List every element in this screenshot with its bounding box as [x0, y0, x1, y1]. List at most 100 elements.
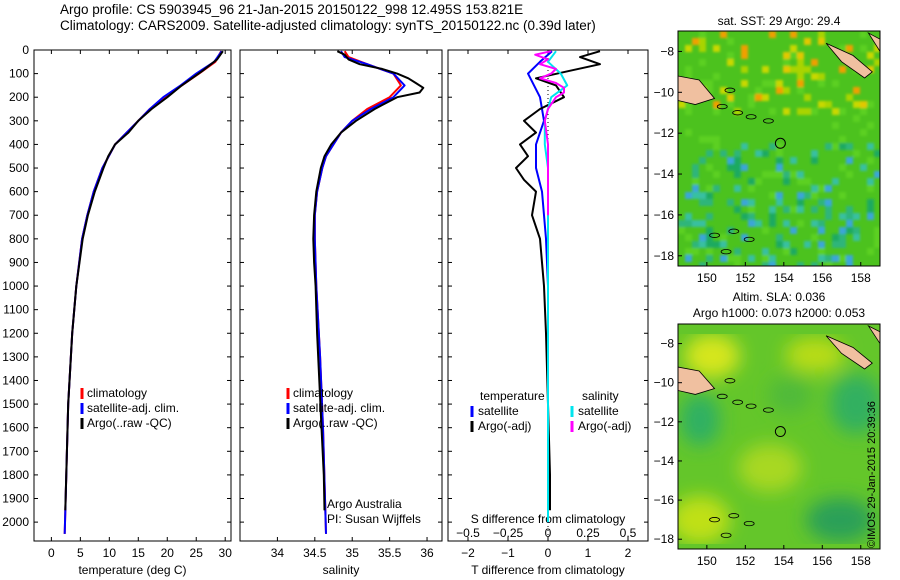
sst-cell — [762, 66, 769, 73]
sst-cell — [783, 52, 790, 59]
sst-cell — [755, 94, 762, 101]
sst-cell — [706, 164, 713, 171]
legend-label: climatology — [293, 386, 353, 400]
profile-panel-2: 34 34.5 35 35.5 36 salinity Argo AustraliaPI: … — [239, 49, 443, 577]
sst-cell — [818, 185, 825, 192]
series-group — [63, 50, 224, 534]
sst-cell — [811, 150, 818, 157]
sst-cell — [846, 143, 853, 150]
sst-cell — [706, 248, 713, 255]
argo-position-marker — [774, 137, 786, 149]
sst-cell — [797, 206, 804, 213]
sst-cell — [762, 80, 769, 87]
sst-cell — [797, 199, 804, 206]
sla-blob — [830, 374, 880, 434]
sst-cell — [860, 101, 867, 108]
sst-cell — [776, 150, 783, 157]
sst-cell — [741, 199, 748, 206]
sst-cell — [762, 94, 769, 101]
sst-cell — [727, 157, 734, 164]
sst-cell — [769, 206, 776, 213]
reef-outline — [716, 104, 728, 110]
series-line-argo-raw-qc--2 — [64, 50, 224, 511]
x2-tick-label: −0.25 — [493, 526, 524, 540]
sst-cell — [825, 185, 832, 192]
y-tick-label: 1000 — [2, 279, 29, 293]
sst-cell — [776, 80, 783, 87]
sst-cell — [734, 108, 741, 115]
panel-annotation: Argo Australia — [327, 497, 402, 511]
sst-cell — [839, 213, 846, 220]
sst-cell — [811, 192, 818, 199]
series-group — [515, 50, 601, 523]
x-tick-label: 1 — [585, 546, 592, 560]
sst-cell — [692, 38, 699, 45]
sst-cell — [804, 94, 811, 101]
sst-cell — [706, 234, 713, 241]
sst-cell — [678, 227, 685, 234]
sst-cell — [867, 206, 874, 213]
y-tick-label: 1100 — [3, 303, 29, 317]
sst-cell — [685, 192, 692, 199]
sst-cell — [783, 87, 790, 94]
sst-cell — [727, 255, 734, 262]
sst-cell — [853, 213, 860, 220]
y-tick-label: 2000 — [2, 515, 29, 529]
sst-cell — [678, 220, 685, 227]
sst-cell — [874, 45, 880, 52]
x-tick-label: 30 — [219, 546, 233, 560]
sst-cell — [706, 199, 713, 206]
sst-cell — [853, 87, 860, 94]
sst-cell — [811, 157, 818, 164]
reef-outline — [763, 118, 774, 124]
sst-cell — [699, 136, 706, 143]
map-y-tick-label: −8 — [660, 44, 674, 58]
sst-cell — [748, 199, 755, 206]
sst-cell — [734, 164, 741, 171]
sla-blobs — [678, 334, 880, 544]
sst-cell — [769, 255, 776, 262]
map-subtitle: Argo h1000: 0.073 h2000: 0.053 — [693, 306, 865, 320]
y-tick-label: 900 — [9, 255, 29, 269]
sst-cell — [769, 80, 776, 87]
map-title: Altim. SLA: 0.036 — [733, 290, 826, 304]
sst-cell — [867, 66, 874, 73]
sst-cell — [797, 192, 804, 199]
legend-heading: temperature — [480, 389, 545, 403]
sst-cell — [678, 101, 685, 108]
sst-cell — [713, 136, 720, 143]
sst-cell — [776, 87, 783, 94]
map-field — [678, 31, 880, 266]
reef-outline — [728, 228, 740, 234]
sst-cell — [713, 143, 720, 150]
sst-cell — [748, 213, 755, 220]
x-tick-label: 20 — [161, 546, 175, 560]
sst-cell — [818, 241, 825, 248]
sst-cell — [811, 262, 818, 266]
sst-cell — [832, 122, 839, 129]
map-x-tick-label: 158 — [851, 554, 871, 568]
sst-cell — [825, 213, 832, 220]
sst-cell — [727, 52, 734, 59]
sst-cell — [741, 80, 748, 87]
sst-cell — [776, 192, 783, 199]
legend-label: Argo(-adj) — [578, 419, 631, 433]
x-tick-label: 0 — [48, 546, 55, 560]
sst-cell — [741, 164, 748, 171]
x-tick-label: −1 — [501, 546, 515, 560]
sst-cell — [832, 108, 839, 115]
sst-cell — [748, 206, 755, 213]
sst-cell — [692, 192, 699, 199]
sst-cell — [699, 192, 706, 199]
x-tick-label: 10 — [103, 546, 117, 560]
y-tick-label: 1400 — [2, 373, 29, 387]
sst-cell — [706, 87, 713, 94]
sst-cell — [713, 171, 720, 178]
sst-cell — [783, 178, 790, 185]
map-y-tick-label: −16 — [654, 493, 675, 507]
sst-cell — [776, 171, 783, 178]
reef-outline — [720, 249, 732, 255]
sst-cell — [846, 171, 853, 178]
map-x-tick-label: 154 — [774, 271, 794, 285]
sst-cell — [706, 136, 713, 143]
